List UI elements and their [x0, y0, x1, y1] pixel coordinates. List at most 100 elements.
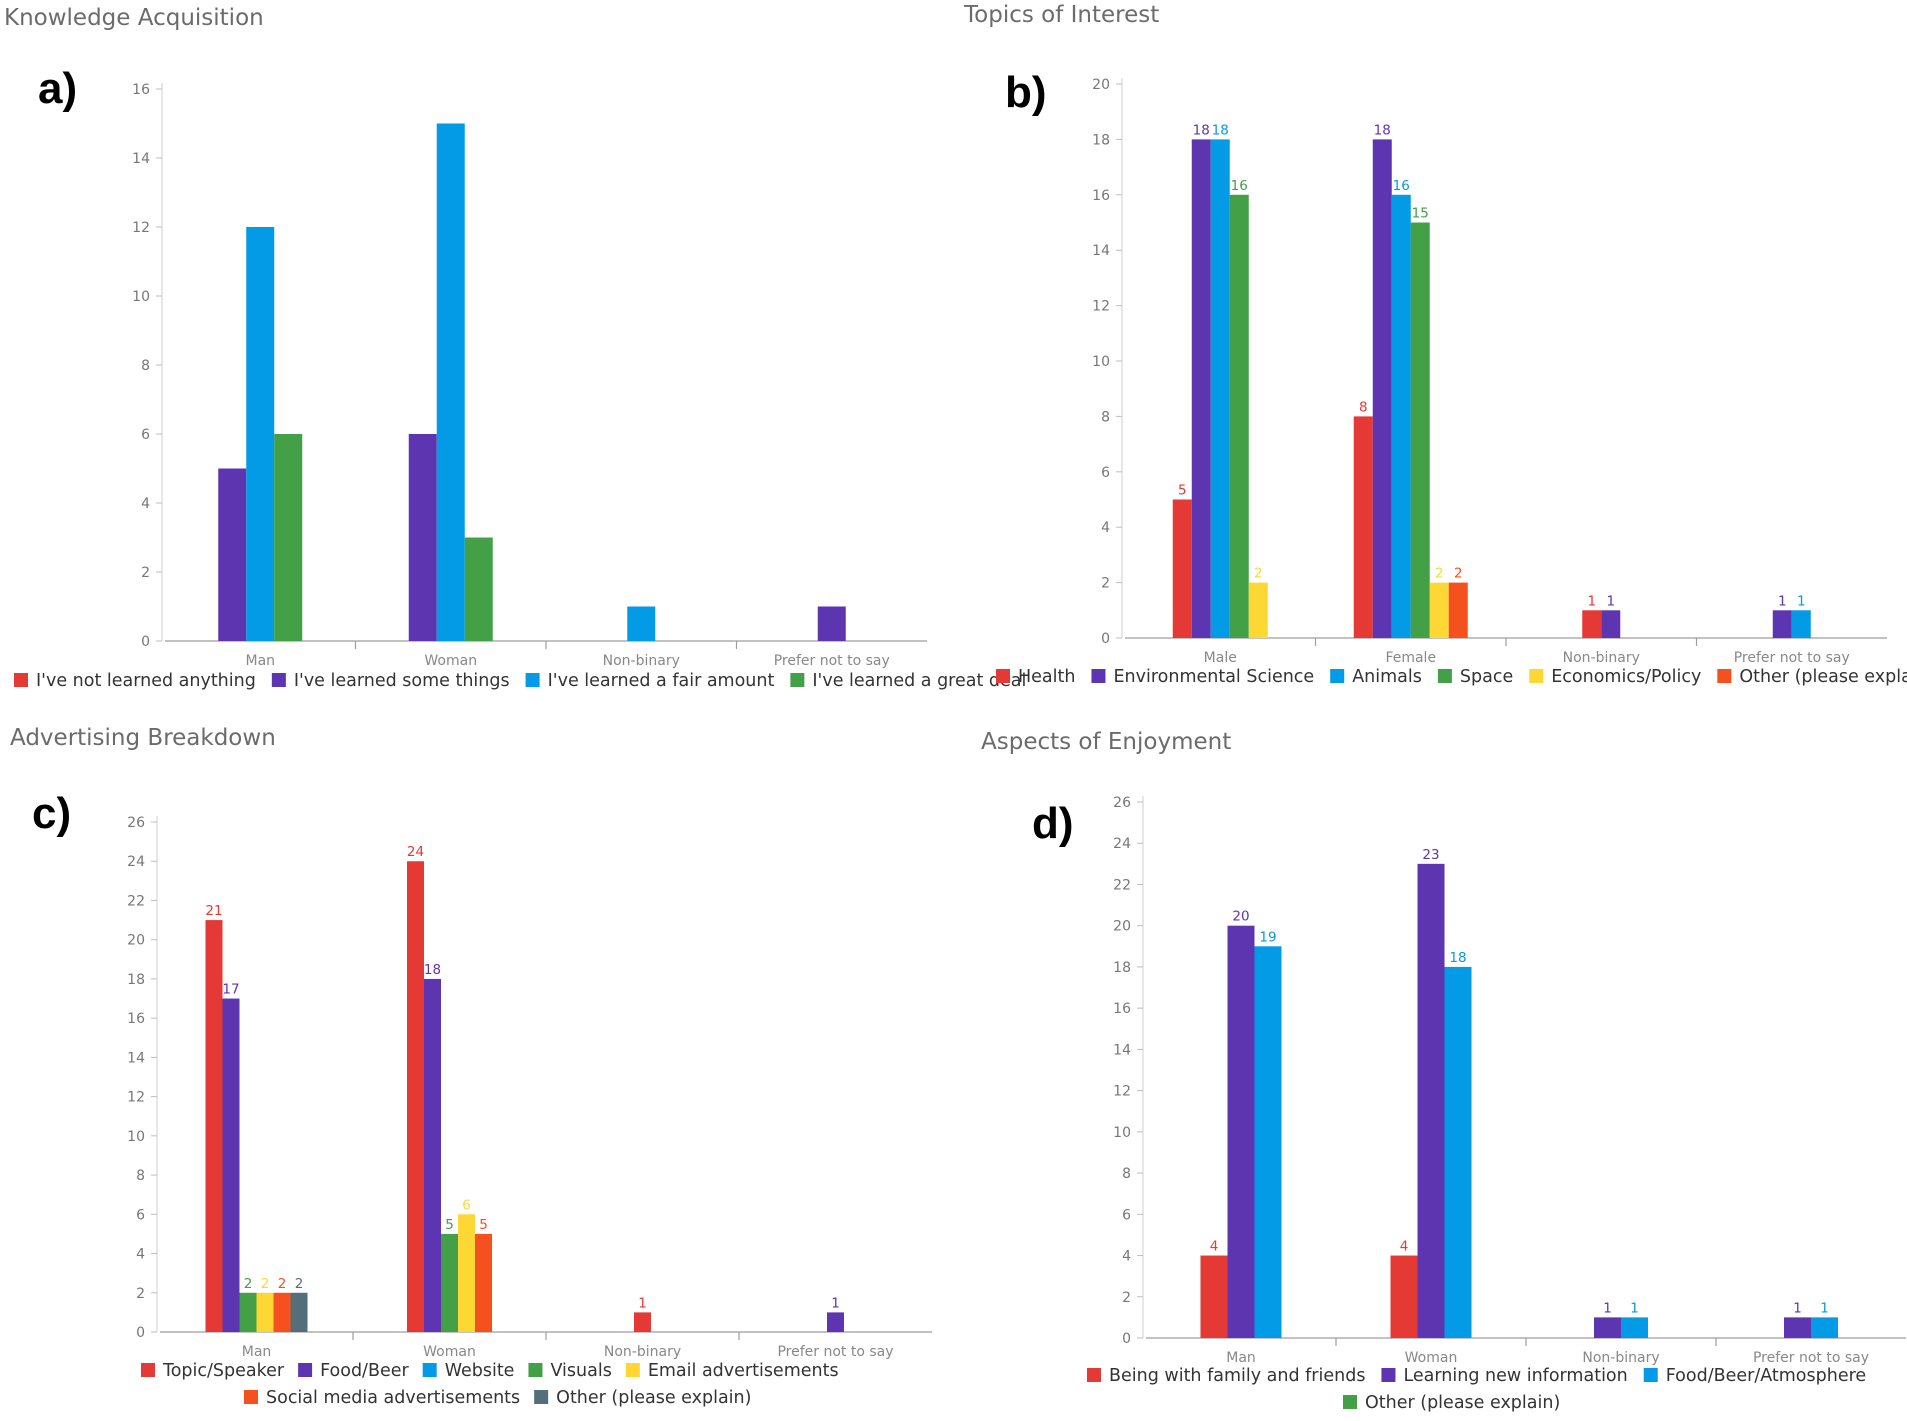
bar-i-ve-learned-a-great-deal-man — [274, 434, 303, 641]
x-tick-label-female: Female — [1385, 650, 1436, 666]
data-label-space-male: 16 — [1231, 178, 1248, 194]
x-tick-label-prefer-not-to-say: Prefer not to say — [1734, 650, 1850, 666]
data-label-environmental-science-male: 18 — [1193, 122, 1210, 138]
bar-visuals-woman — [441, 1233, 458, 1332]
bar-food-beer-atmosphere-prefer-not-to-say — [1811, 1317, 1838, 1338]
bar-animals-female — [1391, 194, 1411, 639]
y-tick-label: 8 — [141, 358, 150, 374]
legend-item-i-ve-learned-a-fair-amount: I've learned a fair amount — [548, 671, 775, 691]
data-label-topic-speaker-woman: 24 — [407, 844, 424, 860]
x-tick-label-prefer-not-to-say: Prefer not to say — [777, 1344, 893, 1360]
bar-email-advertisements-woman — [458, 1214, 475, 1332]
legend-swatch-i-ve-learned-some-things — [271, 673, 286, 687]
legend-swatch-topic-speaker — [141, 1363, 155, 1377]
y-tick-label: 10 — [1092, 354, 1110, 370]
legend-item-other-please-explain: Other (please explain) — [1365, 1393, 1560, 1413]
y-tick-label: 4 — [136, 1247, 145, 1263]
data-label-email-advertisements-man: 2 — [261, 1276, 270, 1292]
y-tick-label: 2 — [141, 565, 150, 581]
y-tick-label: 10 — [132, 289, 150, 305]
bar-i-ve-learned-some-things-prefer-not-to-say — [817, 606, 846, 641]
legend-item-other-please-explain: Other (please explain) — [1739, 667, 1907, 687]
y-tick-label: 22 — [127, 893, 145, 909]
legend-swatch-food-beer-atmosphere — [1643, 1368, 1658, 1382]
legend-item-learning-new-information: Learning new information — [1403, 1366, 1627, 1386]
data-label-economics-policy-female: 2 — [1435, 566, 1444, 582]
legend-swatch-learning-new-information — [1381, 1368, 1396, 1382]
y-tick-label: 6 — [141, 427, 150, 443]
bar-learning-new-information-man — [1227, 925, 1255, 1338]
legend-swatch-health — [996, 669, 1010, 683]
data-label-animals-female: 16 — [1393, 178, 1410, 194]
x-tick-label-man: Man — [242, 1344, 272, 1360]
x-tick-label-non-binary: Non-binary — [1563, 650, 1640, 666]
legend-item-animals: Animals — [1352, 667, 1422, 687]
y-tick-label: 18 — [1092, 132, 1110, 148]
chart-aspects-of-enjoyment: Aspects of Enjoymentd)024681012141618202… — [981, 729, 1906, 1413]
bar-animals-male — [1210, 139, 1230, 638]
bar-learning-new-information-non-binary — [1594, 1317, 1621, 1338]
legend-swatch-food-beer — [298, 1363, 313, 1377]
legend-item-environmental-science: Environmental Science — [1113, 667, 1314, 687]
x-tick-label-woman: Woman — [424, 653, 477, 669]
data-label-being-with-family-and-friends-woman: 4 — [1400, 1239, 1409, 1255]
data-label-learning-new-information-prefer-not-to-say: 1 — [1793, 1300, 1802, 1316]
chart-title: Aspects of Enjoyment — [981, 729, 1231, 755]
bar-social-media-advertisements-woman — [475, 1233, 492, 1332]
data-label-food-beer-man: 17 — [222, 982, 239, 998]
legend-item-economics-policy: Economics/Policy — [1551, 667, 1701, 687]
bar-food-beer-woman — [424, 978, 441, 1332]
data-label-health-non-binary: 1 — [1587, 593, 1596, 609]
y-tick-label: 26 — [127, 815, 145, 831]
y-tick-label: 16 — [1113, 1001, 1131, 1017]
panel-label: b) — [1005, 68, 1047, 117]
legend-swatch-animals — [1330, 669, 1345, 683]
panel-label: a) — [38, 64, 77, 113]
bar-topic-speaker-man — [205, 920, 223, 1332]
data-label-food-beer-atmosphere-woman: 18 — [1449, 950, 1466, 966]
data-label-space-female: 15 — [1412, 206, 1429, 222]
legend-item-i-ve-learned-a-great-deal: I've learned a great deal — [812, 671, 1026, 691]
legend-swatch-i-ve-learned-a-fair-amount — [525, 673, 540, 687]
legend-swatch-other-please-explain — [534, 1390, 549, 1404]
data-label-animals-male: 18 — [1212, 122, 1229, 138]
bar-i-ve-learned-some-things-man — [218, 468, 247, 641]
bar-other-please-explain-female — [1448, 582, 1468, 638]
data-label-learning-new-information-non-binary: 1 — [1603, 1300, 1612, 1316]
panel-label: d) — [1032, 799, 1074, 848]
data-label-social-media-advertisements-woman: 5 — [479, 1217, 488, 1233]
bar-space-male — [1229, 194, 1249, 639]
y-tick-label: 12 — [127, 1090, 145, 1106]
legend-item-email-advertisements: Email advertisements — [648, 1361, 839, 1381]
legend-swatch-other-please-explain — [1717, 669, 1732, 683]
chart-knowledge-acquisition: Knowledge Acquisition a) 0 2 4 6 8 10 12 14 16 Man W… — [4, 5, 1026, 691]
legend-swatch-space — [1437, 669, 1452, 683]
legend-swatch-visuals — [528, 1363, 543, 1377]
x-tick-label-man: Man — [1226, 1350, 1256, 1366]
legend-item-website: Website — [445, 1361, 515, 1381]
bar-food-beer-prefer-not-to-say — [827, 1312, 844, 1332]
y-tick-label: 20 — [127, 933, 145, 949]
y-tick-label: 16 — [1092, 188, 1110, 204]
data-label-other-please-explain-female: 2 — [1454, 566, 1463, 582]
bar-food-beer-atmosphere-woman — [1444, 966, 1472, 1338]
y-tick-label: 24 — [1113, 836, 1131, 852]
legend-swatch-i-ve-learned-a-great-deal — [790, 673, 805, 687]
y-tick-label: 4 — [1101, 520, 1110, 536]
legend-item-social-media-advertisements: Social media advertisements — [266, 1388, 520, 1408]
bar-being-with-family-and-friends-woman — [1390, 1255, 1418, 1338]
legend-swatch-being-with-family-and-friends — [1087, 1368, 1101, 1382]
y-tick-label: 14 — [132, 151, 150, 167]
x-tick-label-non-binary: Non-binary — [1582, 1350, 1659, 1366]
data-label-environmental-science-prefer-not-to-say: 1 — [1778, 593, 1787, 609]
data-label-learning-new-information-woman: 23 — [1422, 847, 1439, 863]
bar-economics-policy-male — [1248, 582, 1268, 638]
y-tick-label: 14 — [1092, 243, 1110, 259]
bar-i-ve-learned-a-fair-amount-man — [246, 227, 275, 641]
y-tick-label: 8 — [1101, 409, 1110, 425]
x-tick-label-woman: Woman — [423, 1344, 476, 1360]
bar-food-beer-man — [222, 998, 240, 1332]
y-tick-label: 14 — [127, 1050, 145, 1066]
bar-learning-new-information-woman — [1417, 863, 1445, 1338]
y-tick-label: 6 — [1122, 1207, 1131, 1223]
